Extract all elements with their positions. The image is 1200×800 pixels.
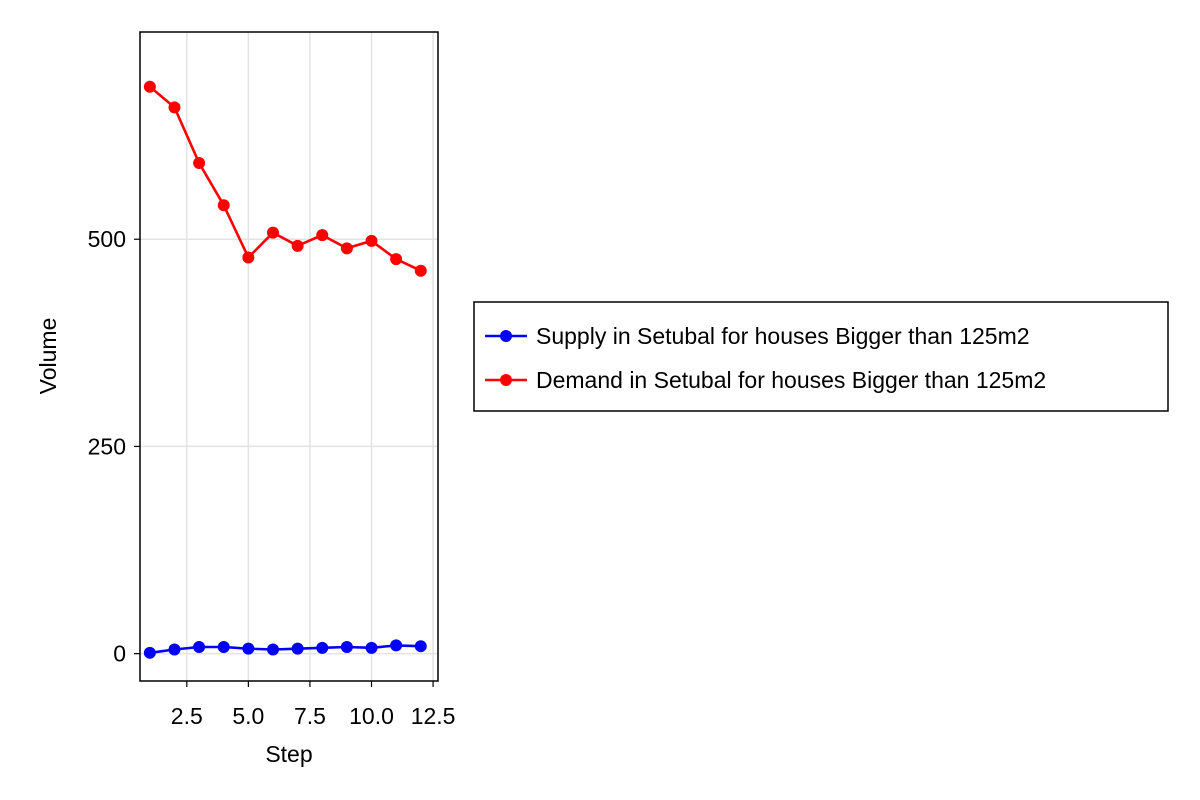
legend-marker-swatch bbox=[500, 330, 512, 342]
data-point bbox=[193, 156, 206, 169]
data-point bbox=[217, 641, 230, 654]
data-point bbox=[266, 226, 279, 239]
x-axis-ticks: 2.5 5.0 7.5 10.0 12.5 bbox=[171, 681, 456, 729]
data-point bbox=[414, 264, 427, 277]
data-point bbox=[316, 229, 329, 242]
legend-marker-swatch bbox=[500, 374, 512, 386]
data-point bbox=[168, 101, 181, 114]
data-point bbox=[340, 242, 353, 255]
y-tick-label: 0 bbox=[113, 641, 126, 667]
y-tick-label: 500 bbox=[88, 226, 126, 252]
data-point bbox=[390, 253, 403, 266]
x-tick-label: 12.5 bbox=[411, 703, 456, 729]
y-axis-ticks: 0 250 500 bbox=[88, 226, 140, 667]
data-point bbox=[168, 643, 181, 656]
data-point bbox=[340, 641, 353, 654]
data-point bbox=[414, 640, 427, 653]
y-axis-label: Volume bbox=[35, 318, 61, 395]
data-point bbox=[365, 641, 378, 654]
grid-lines bbox=[140, 32, 438, 681]
data-point bbox=[291, 239, 304, 252]
legend-entry-2: Demand in Setubal for houses Bigger than… bbox=[485, 367, 1046, 393]
x-tick-label: 2.5 bbox=[171, 703, 203, 729]
x-tick-label: 10.0 bbox=[349, 703, 394, 729]
legend-box bbox=[473, 301, 1169, 412]
x-tick-label: 7.5 bbox=[294, 703, 326, 729]
data-point bbox=[193, 641, 206, 654]
data-point bbox=[291, 642, 304, 655]
data-point bbox=[242, 642, 255, 655]
plot-area-frame bbox=[139, 31, 439, 682]
data-point bbox=[266, 643, 279, 656]
data-point bbox=[365, 234, 378, 247]
x-tick-label: 5.0 bbox=[232, 703, 264, 729]
series-line bbox=[149, 644, 421, 655]
data-point bbox=[143, 80, 156, 93]
series-layer bbox=[143, 80, 427, 659]
series-2 bbox=[143, 80, 427, 277]
legend-entries: Supply in Setubal for houses Bigger than… bbox=[485, 323, 1046, 393]
legend-entry-1: Supply in Setubal for houses Bigger than… bbox=[485, 323, 1030, 349]
data-point bbox=[316, 641, 329, 654]
x-axis-label: Step bbox=[265, 741, 312, 767]
series-line bbox=[149, 85, 422, 272]
legend: Supply in Setubal for houses Bigger than… bbox=[473, 301, 1169, 412]
data-point bbox=[217, 199, 230, 212]
data-point bbox=[143, 646, 156, 659]
y-tick-label: 250 bbox=[88, 433, 126, 459]
legend-label: Supply in Setubal for houses Bigger than… bbox=[536, 323, 1030, 349]
series-1 bbox=[143, 639, 427, 659]
data-point bbox=[242, 251, 255, 264]
legend-label: Demand in Setubal for houses Bigger than… bbox=[536, 367, 1046, 393]
data-point bbox=[390, 639, 403, 652]
